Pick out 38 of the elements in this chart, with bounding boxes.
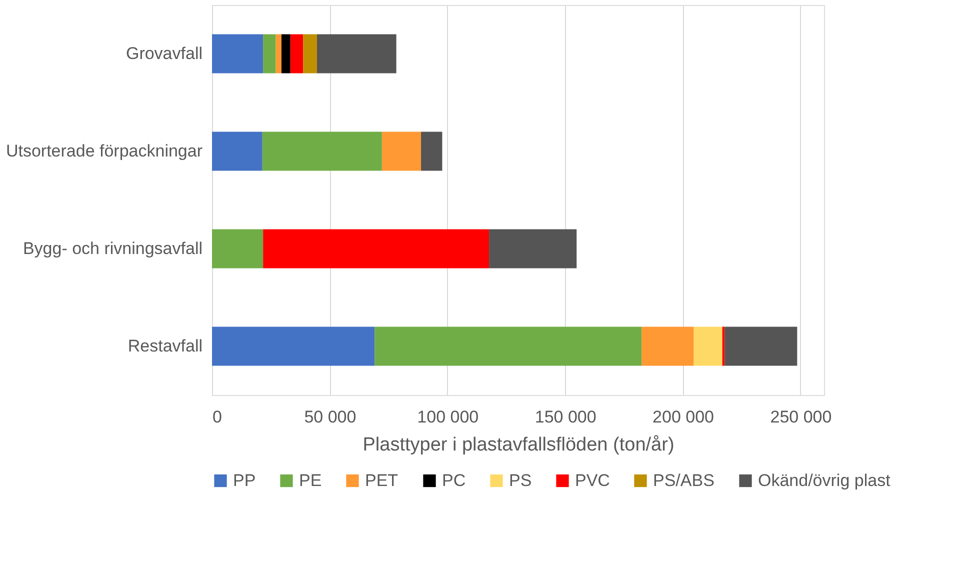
x-tick-label: 50 000 (304, 408, 356, 426)
bar (212, 34, 264, 74)
x-tick-label: 200 000 (652, 408, 714, 426)
legend-label: PP (233, 470, 256, 490)
y-tick-label: Restavfall (128, 336, 202, 356)
y-tick-label: Utsorterade förpackningar (6, 141, 203, 160)
x-tick-label: 0 (212, 408, 222, 426)
bar (489, 229, 577, 268)
legend-label: PVC (575, 470, 610, 490)
legend-label: PS (509, 470, 532, 490)
x-axis-title: Plasttyper i plastavfallsflöden (ton/år) (362, 434, 674, 456)
bar (212, 326, 375, 366)
bar (281, 34, 290, 74)
bar (303, 34, 317, 74)
bar (262, 132, 382, 171)
y-tick-label: Bygg- och rivningsavfall (22, 238, 202, 258)
legend-label: PC (442, 470, 466, 490)
bar (382, 132, 422, 171)
x-tick-label: 250 000 (770, 408, 832, 426)
x-tick-label: 100 000 (417, 408, 479, 426)
bar (421, 132, 442, 171)
bar (212, 229, 264, 268)
legend-label: PET (365, 470, 398, 490)
bar (694, 326, 722, 366)
bar (263, 229, 490, 268)
y-tick-label: Grovavfall (126, 44, 202, 63)
bar (724, 326, 798, 366)
x-tick-label: 150 000 (534, 408, 596, 426)
bar (374, 326, 642, 366)
bar (276, 34, 282, 74)
bar (263, 34, 276, 74)
bar (212, 132, 262, 171)
bar (316, 34, 396, 74)
legend-label: PE (299, 470, 322, 490)
bar (290, 34, 304, 74)
legend-label: PS/ABS (653, 470, 714, 490)
legend-label: Okänd/övrig plast (758, 470, 891, 490)
bar (642, 326, 694, 366)
